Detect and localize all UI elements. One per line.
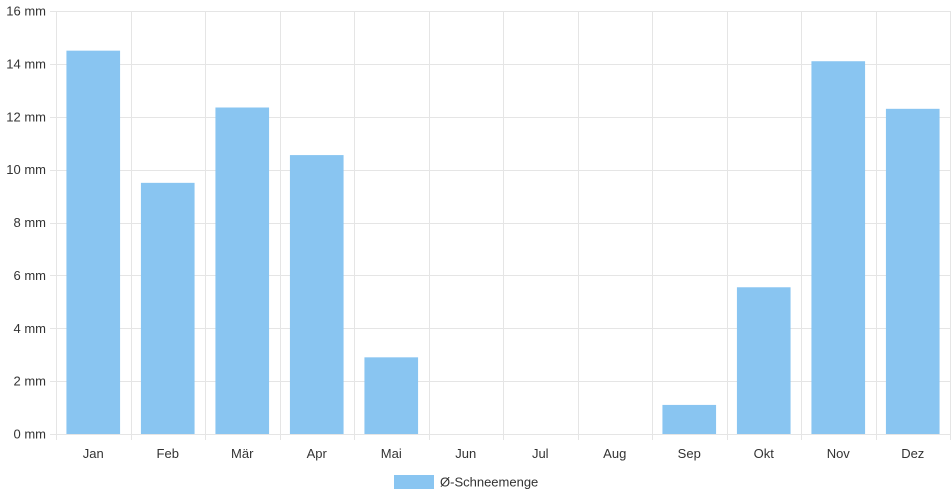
bar-Mär[interactable] <box>215 107 270 434</box>
x-tick-label: Jul <box>532 446 549 461</box>
legend[interactable]: Ø-Schneemenge <box>394 475 538 490</box>
bar-Nov[interactable] <box>811 61 866 434</box>
x-tick-label: Aug <box>603 446 626 461</box>
y-tick-label: 8 mm <box>14 215 47 230</box>
legend-label: Ø-Schneemenge <box>440 475 538 490</box>
bars <box>66 50 940 434</box>
y-tick-label: 10 mm <box>6 162 46 177</box>
y-tick-label: 2 mm <box>14 374 47 389</box>
x-tick-label: Okt <box>754 446 775 461</box>
x-tick-label: Nov <box>827 446 851 461</box>
y-tick-label: 6 mm <box>14 268 47 283</box>
y-tick-label: 16 mm <box>6 4 46 19</box>
bar-Dez[interactable] <box>885 108 940 434</box>
y-tick-label: 0 mm <box>14 427 47 442</box>
bar-Feb[interactable] <box>140 182 195 434</box>
grid-lines <box>50 11 951 440</box>
y-tick-label: 12 mm <box>6 109 46 124</box>
bar-Mai[interactable] <box>364 357 419 434</box>
x-axis-tick-labels: Jan Feb Mär Apr Mai Jun Jul Aug Sep Okt Nov Dez <box>83 446 925 461</box>
y-tick-label: 4 mm <box>14 321 47 336</box>
x-tick-label: Dez <box>901 446 924 461</box>
y-tick-label: 14 mm <box>6 56 46 71</box>
x-tick-label: Jun <box>455 446 476 461</box>
x-tick-label: Apr <box>307 446 328 461</box>
x-tick-label: Mär <box>231 446 254 461</box>
bar-Sep[interactable] <box>662 404 717 434</box>
y-axis-tick-labels: 0 mm 2 mm 4 mm 6 mm 8 mm 10 mm 12 mm 14 mm 16 mm <box>6 4 46 442</box>
bar-Jan[interactable] <box>66 50 121 434</box>
x-tick-label: Sep <box>678 446 701 461</box>
x-tick-label: Mai <box>381 446 402 461</box>
bar-Apr[interactable] <box>289 155 344 434</box>
x-tick-label: Jan <box>83 446 104 461</box>
bar-Okt[interactable] <box>736 287 791 434</box>
x-tick-label: Feb <box>157 446 179 461</box>
legend-swatch <box>394 475 434 489</box>
